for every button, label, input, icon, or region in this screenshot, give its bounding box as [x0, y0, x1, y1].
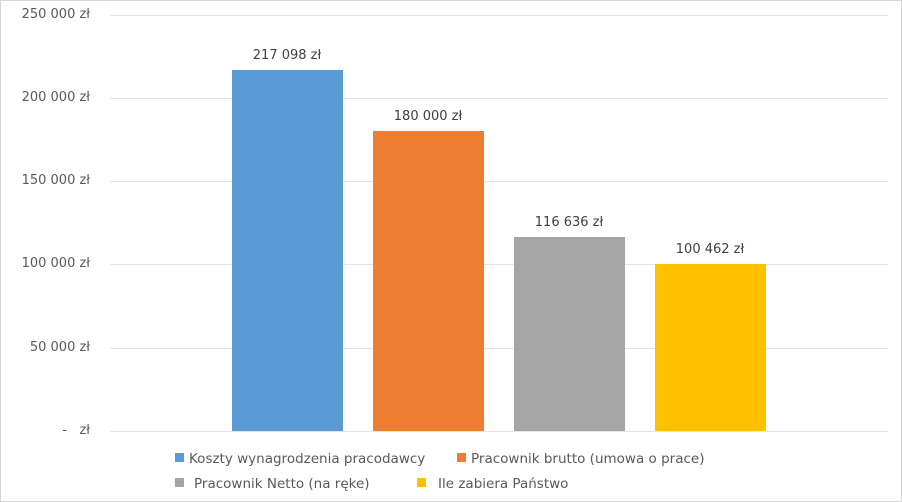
- gridline-250000: [110, 15, 888, 16]
- y-tick-label: 100 000 zł: [21, 256, 90, 271]
- legend-item-state-take[interactable]: Ile zabiera Państwo: [417, 476, 568, 492]
- gridline-150000: [110, 181, 888, 182]
- bar-gross-salary[interactable]: [373, 131, 484, 431]
- data-label: 180 000 zł: [393, 109, 463, 125]
- legend-item-net-salary[interactable]: Pracownik Netto (na ręke): [175, 476, 370, 492]
- legend-swatch-icon: [457, 453, 466, 462]
- y-tick-label: 200 000 zł: [21, 90, 90, 105]
- gridline-50000: [110, 348, 888, 349]
- y-tick-label: 50 000 zł: [29, 340, 90, 355]
- data-label: 217 098 zł: [252, 47, 322, 63]
- data-label: 100 462 zł: [675, 241, 745, 257]
- y-tick-label: 250 000 zł: [21, 7, 90, 22]
- data-label: 116 636 zł: [534, 214, 604, 230]
- legend-label: Pracownik Netto (na ręke): [194, 476, 370, 492]
- gridline-0: [110, 431, 888, 432]
- legend-label: Pracownik brutto (umowa o prace): [471, 451, 705, 467]
- y-tick-label: - zł: [62, 423, 90, 438]
- legend-item-employer-cost[interactable]: Koszty wynagrodzenia pracodawcy: [175, 451, 425, 467]
- gridline-200000: [110, 98, 888, 99]
- gridline-100000: [110, 264, 888, 265]
- bar-state-take[interactable]: [655, 263, 766, 431]
- legend-swatch-icon: [175, 478, 184, 487]
- legend-swatch-icon: [175, 453, 184, 462]
- y-tick-label: 150 000 zł: [21, 173, 90, 188]
- bar-net-salary[interactable]: [514, 236, 625, 431]
- legend-label: Koszty wynagrodzenia pracodawcy: [189, 451, 426, 467]
- bar-employer-cost[interactable]: [232, 69, 343, 431]
- legend-label: Ile zabiera Państwo: [438, 476, 569, 492]
- legend-swatch-icon: [417, 478, 426, 487]
- legend-item-gross-salary[interactable]: Pracownik brutto (umowa o prace): [457, 451, 704, 467]
